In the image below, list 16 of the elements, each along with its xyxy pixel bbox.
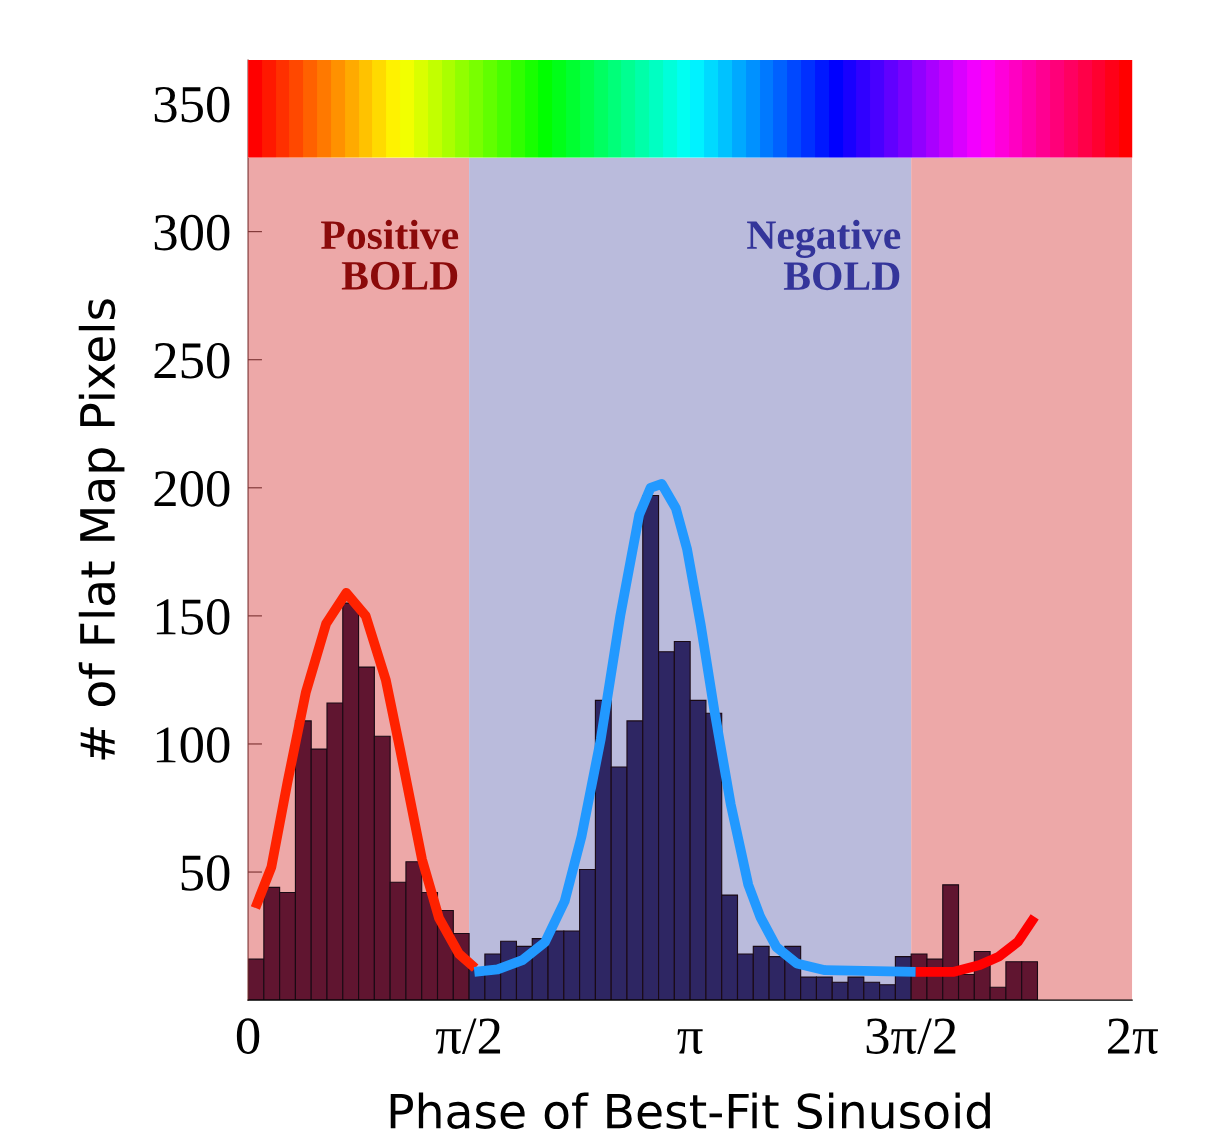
y-tick-label: 250 <box>154 342 230 379</box>
y-axis-title: # of Flat Map Pixels <box>78 299 125 760</box>
x-tick-label: 2π <box>1108 1018 1158 1054</box>
x-tick-label: π/2 <box>435 1018 501 1054</box>
y-tick-label: 50 <box>181 855 230 891</box>
band-label: Negative BOLD <box>747 219 901 291</box>
y-tick-label: 200 <box>154 471 230 507</box>
y-tick-label: 300 <box>154 214 230 251</box>
x-tick-label: π <box>677 1029 703 1054</box>
x-tick-label: 3π/2 <box>866 1018 956 1054</box>
x-tick-label: 0 <box>236 1018 260 1054</box>
y-tick-label: 350 <box>154 86 230 123</box>
y-tick-label: 100 <box>156 727 230 763</box>
band-label: Positive BOLD <box>321 219 459 290</box>
x-axis-title: Phase of Best-Fit Sinusoid <box>390 1092 990 1129</box>
y-tick-label: 150 <box>156 599 230 635</box>
